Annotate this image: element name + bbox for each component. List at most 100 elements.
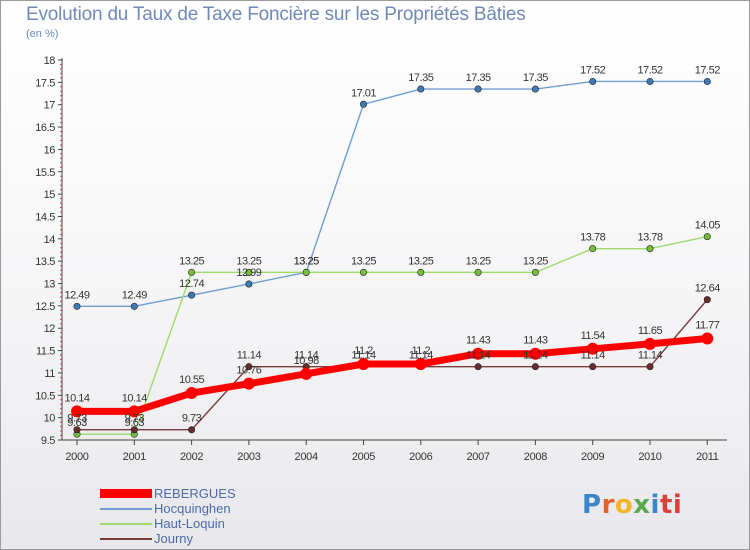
data-label-journy: 11.14	[351, 350, 376, 362]
data-label-journy: 11.14	[523, 350, 548, 362]
data-point-hocquinghen	[474, 85, 482, 93]
y-tick-label: 14.5	[35, 211, 55, 223]
legend-swatch-journy	[100, 537, 152, 540]
y-tick-label: 17.5	[35, 77, 55, 89]
data-label-haut-loquin: 13.25	[408, 255, 433, 267]
logo-letter: ti	[659, 490, 683, 520]
y-tick-label: 9.5	[41, 435, 55, 447]
data-point-haut-loquin	[188, 268, 196, 276]
y-tick-label: 10.5	[35, 390, 55, 402]
data-label-journy: 9.73	[67, 413, 87, 425]
data-label-hocquinghen: 17.35	[408, 72, 433, 84]
data-label-haut-loquin: 13.25	[351, 255, 376, 267]
data-label-hocquinghen: 17.52	[695, 64, 720, 76]
data-point-haut-loquin	[703, 233, 711, 241]
data-label-haut-loquin: 13.78	[637, 232, 662, 244]
data-label-haut-loquin: 13.25	[523, 255, 548, 267]
x-tick-label: 2011	[696, 451, 719, 463]
data-label-rebergues: 10.14	[64, 392, 89, 404]
data-point-journy	[245, 363, 253, 371]
data-label-rebergues: 10.98	[294, 355, 319, 367]
logo-letter: x	[633, 490, 651, 520]
data-label-hocquinghen: 13.25	[294, 255, 319, 267]
y-tick-label: 12.5	[35, 301, 55, 313]
y-tick-label: 16	[44, 144, 56, 156]
data-label-rebergues: 11.77	[695, 320, 720, 332]
x-tick-label: 2008	[524, 451, 547, 463]
data-point-journy	[531, 363, 539, 371]
data-label-journy: 11.14	[466, 350, 491, 362]
data-point-hocquinghen	[359, 100, 367, 108]
logo-letter: P	[582, 490, 602, 520]
data-point-rebergues	[586, 342, 599, 355]
data-point-rebergues	[357, 358, 370, 370]
data-point-haut-loquin	[417, 268, 425, 276]
data-label-rebergues: 10.55	[179, 374, 204, 386]
data-point-haut-loquin	[245, 268, 253, 276]
y-tick-label: 17	[44, 100, 56, 112]
axes: 9.5 10 10.5 11 11.5 12 12.5 13 13.5 14 14.5 15 15.5 1…	[35, 55, 727, 463]
x-tick-label: 2001	[123, 451, 146, 463]
y-tick-label: 12	[44, 323, 56, 335]
data-point-haut-loquin	[302, 268, 310, 276]
x-tick-label: 2000	[65, 451, 88, 463]
data-point-hocquinghen	[417, 85, 425, 93]
data-label-rebergues: 11.65	[638, 325, 663, 337]
data-point-journy	[703, 296, 711, 304]
y-tick-label: 15	[44, 189, 56, 201]
data-label-hocquinghen: 12.74	[179, 278, 204, 290]
proxiti-logo: Proxiti	[582, 490, 682, 520]
data-label-journy: 9.73	[125, 413, 145, 425]
data-label-rebergues: 11.2	[412, 345, 431, 357]
chart-subtitle: (en %)	[26, 28, 59, 40]
logo-letter: o	[614, 490, 634, 520]
y-tick-label: 14	[44, 234, 56, 246]
legend-swatch-rebergues	[100, 489, 152, 498]
data-label-haut-loquin: 9.63	[125, 417, 145, 429]
x-tick-label: 2007	[466, 451, 489, 463]
data-point-rebergues	[300, 367, 313, 380]
data-label-haut-loquin: 13.25	[236, 255, 261, 267]
y-tick-label: 10	[44, 413, 56, 425]
y-tick-label: 11	[44, 368, 55, 380]
data-point-haut-loquin	[589, 245, 597, 253]
data-label-rebergues: 11.43	[466, 335, 491, 347]
series-line-hocquinghen	[76, 80, 708, 308]
data-point-haut-loquin	[359, 268, 367, 276]
y-tick-label: 13.5	[35, 256, 55, 268]
data-label-rebergues: 11.43	[523, 335, 548, 347]
data-label-hocquinghen: 17.01	[351, 87, 376, 99]
data-point-rebergues	[414, 358, 427, 370]
data-label-journy: 11.14	[409, 350, 434, 362]
data-label-hocquinghen: 17.35	[466, 72, 491, 84]
data-label-haut-loquin: 9.63	[67, 417, 87, 429]
legend-label-haut-loquin: Haut-Loquin	[154, 516, 225, 531]
data-point-haut-loquin	[474, 268, 482, 276]
data-label-rebergues: 11.2	[354, 345, 373, 357]
data-point-journy	[130, 426, 138, 434]
legend-label-journy: Journy	[154, 531, 194, 546]
data-point-haut-loquin	[531, 268, 539, 276]
data-label-haut-loquin: 13.25	[179, 255, 204, 267]
y-tick-label: 11.5	[36, 346, 55, 358]
data-point-hocquinghen	[130, 302, 138, 310]
data-label-hocquinghen: 12.49	[64, 289, 89, 301]
legend-item-hocquinghen: Hocquinghen	[100, 501, 236, 516]
data-point-hocquinghen	[188, 291, 196, 299]
data-label-journy: 12.64	[695, 283, 720, 295]
data-label-haut-loquin: 13.25	[466, 255, 491, 267]
data-point-rebergues	[185, 387, 198, 400]
data-point-hocquinghen	[589, 77, 597, 85]
data-point-rebergues	[644, 337, 656, 350]
data-point-haut-loquin	[646, 245, 654, 253]
data-point-journy	[188, 426, 196, 434]
data-label-journy: 9.73	[182, 413, 202, 425]
x-tick-label: 2009	[581, 451, 604, 463]
x-tick-label: 2003	[237, 451, 260, 463]
x-tick-label: 2004	[295, 451, 318, 463]
data-label-rebergues: 10.14	[122, 392, 147, 404]
series-line-rebergues	[73, 335, 711, 415]
